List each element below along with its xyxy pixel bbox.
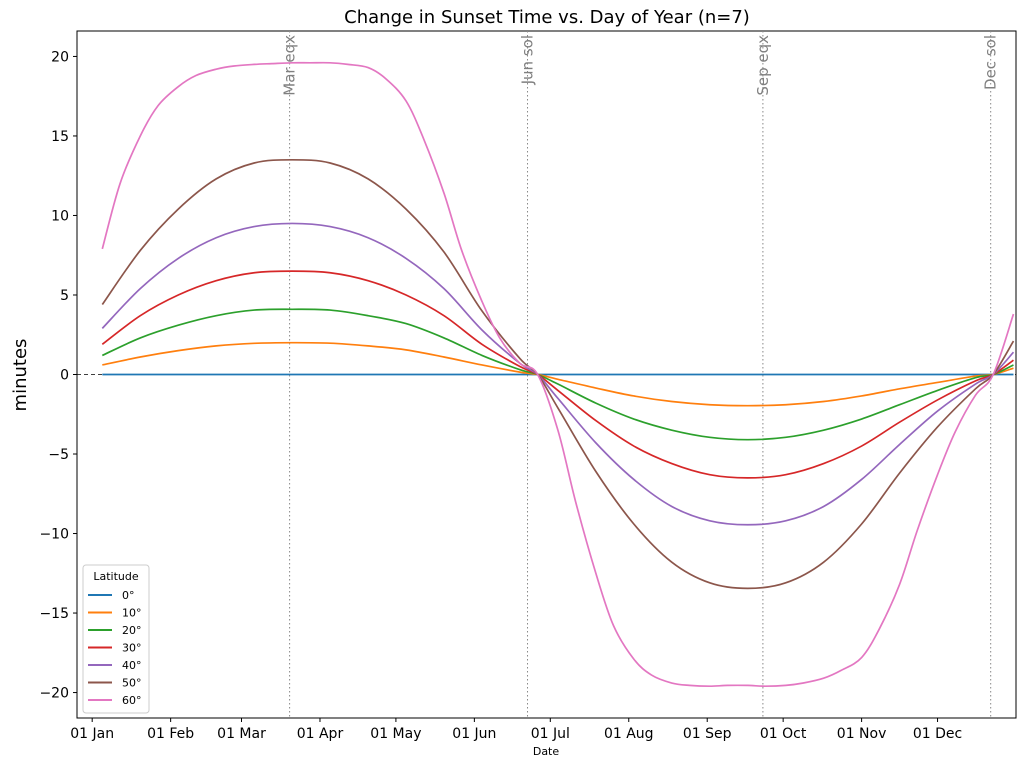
y-tick-label: −15 [39, 606, 69, 622]
event-label: Dec sol [982, 35, 1000, 90]
y-tick-label: −20 [39, 686, 69, 702]
legend-label: 0° [122, 589, 135, 602]
x-tick-label: 01 Dec [913, 726, 962, 742]
x-axis-label: Date [533, 745, 560, 758]
x-tick-label: 01 May [370, 726, 421, 742]
x-tick-label: 01 Apr [297, 726, 344, 742]
chart-title: Change in Sunset Time vs. Day of Year (n… [344, 7, 750, 28]
y-axis: 20 15 10 5 0 −5 −10 −15 −20 [39, 49, 77, 702]
event-label: Mar eqx [281, 35, 299, 96]
x-axis: 01 Jan 01 Feb 01 Mar 01 Apr 01 May 01 Jun 01 J… [70, 718, 962, 742]
y-tick-label: −5 [48, 447, 69, 463]
y-axis-label: minutes [10, 339, 31, 412]
y-tick-label: 15 [51, 129, 69, 145]
event-label: Sep eqx [754, 35, 772, 96]
y-tick-label: 0 [60, 368, 69, 384]
x-tick-label: 01 Jun [452, 726, 496, 742]
y-tick-label: 20 [51, 49, 69, 65]
x-tick-label: 01 Nov [837, 726, 887, 742]
legend-label: 30° [122, 642, 142, 655]
series-line-5 [101, 158, 1015, 590]
legend-items: 0° 10° 20° 30° 40° 50° 60° [88, 589, 142, 707]
y-tick-label: −10 [39, 527, 69, 543]
x-tick-label: 01 Jul [531, 726, 570, 742]
y-tick-label: 10 [51, 208, 69, 224]
legend-label: 20° [122, 624, 142, 637]
legend-label: 10° [122, 607, 142, 620]
x-tick-label: 01 Oct [760, 726, 807, 742]
x-tick-label: 01 Aug [604, 726, 654, 742]
x-tick-label: 01 Mar [217, 726, 266, 742]
series-line-2 [101, 308, 1014, 441]
series-line-6 [101, 61, 1015, 688]
legend: Latitude 0° 10° 20° 30° 40° 50° 60° [82, 564, 150, 714]
x-tick-label: 01 Sep [683, 726, 732, 742]
x-tick-label: 01 Jan [70, 726, 114, 742]
series-line-3 [101, 270, 1014, 479]
series-line-4 [101, 222, 1015, 526]
legend-box [82, 564, 150, 714]
y-tick-label: 5 [60, 288, 69, 304]
legend-title: Latitude [93, 570, 139, 583]
series-lines [101, 61, 1015, 688]
legend-label: 60° [122, 694, 142, 707]
legend-label: 40° [122, 659, 142, 672]
series-line-1 [102, 341, 1014, 407]
legend-label: 50° [122, 677, 142, 690]
x-tick-label: 01 Feb [147, 726, 194, 742]
event-markers: Mar eqx Jun sol Sep eqx Dec sol [281, 31, 1000, 718]
event-label: Jun sol [519, 35, 537, 85]
